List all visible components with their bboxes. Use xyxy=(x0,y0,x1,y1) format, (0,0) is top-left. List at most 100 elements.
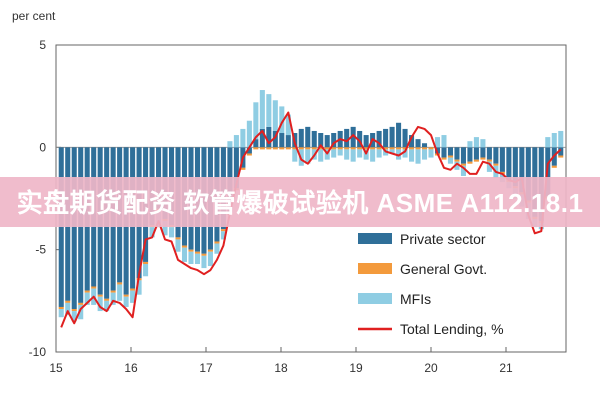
legend-swatch xyxy=(358,293,392,304)
bar-mfis xyxy=(71,311,77,322)
bar-private-sector xyxy=(506,147,512,181)
bar-general-govt xyxy=(246,153,252,156)
bar-general-govt xyxy=(279,147,285,150)
legend-label: MFIs xyxy=(400,291,431,307)
bar-private-sector xyxy=(272,130,278,148)
bar-general-govt xyxy=(421,147,428,150)
bar-private-sector xyxy=(350,126,356,148)
bar-general-govt xyxy=(350,147,356,150)
bar-private-sector xyxy=(298,128,304,148)
x-tick-label: 17 xyxy=(199,361,213,375)
bar-mfis xyxy=(473,137,479,148)
y-tick-label: 5 xyxy=(39,38,46,52)
bar-private-sector xyxy=(421,143,428,148)
bar-private-sector xyxy=(259,128,265,148)
bar-private-sector xyxy=(233,147,239,189)
bar-private-sector xyxy=(253,139,259,148)
bar-mfis xyxy=(130,290,136,303)
bar-private-sector xyxy=(324,135,330,148)
bar-general-govt xyxy=(441,157,447,160)
bar-private-sector xyxy=(279,133,285,148)
bar-mfis xyxy=(201,255,207,269)
bar-general-govt xyxy=(259,147,265,150)
bar-mfis xyxy=(143,263,149,277)
bar-general-govt xyxy=(493,163,499,166)
bar-general-govt xyxy=(409,147,415,150)
bar-private-sector xyxy=(305,126,311,148)
bar-mfis xyxy=(285,114,291,136)
bar-mfis xyxy=(117,284,123,301)
bar-mfis xyxy=(460,165,466,176)
bar-private-sector xyxy=(467,147,473,162)
bar-mfis xyxy=(272,100,278,131)
bar-mfis xyxy=(344,149,350,160)
bar-general-govt xyxy=(78,302,84,305)
bar-mfis xyxy=(168,227,175,238)
bar-private-sector xyxy=(383,128,389,148)
y-unit-label: per cent xyxy=(12,9,56,23)
legend-label: Total Lending, % xyxy=(400,321,504,337)
x-tick-label: 21 xyxy=(499,361,513,375)
bar-mfis xyxy=(78,304,84,320)
bar-private-sector xyxy=(396,122,402,148)
bar-mfis xyxy=(104,300,110,312)
bar-general-govt xyxy=(331,147,337,150)
bar-general-govt xyxy=(214,241,220,244)
bar-mfis xyxy=(486,161,492,172)
line-layer xyxy=(60,111,562,328)
bar-mfis xyxy=(65,302,71,316)
bar-general-govt xyxy=(181,245,188,248)
x-tick-label: 16 xyxy=(124,361,138,375)
banner-background xyxy=(0,177,600,227)
bar-mfis xyxy=(136,280,142,295)
bar-private-sector xyxy=(512,147,518,187)
bar-mfis xyxy=(181,247,188,262)
bar-mfis xyxy=(305,149,311,164)
bar-private-sector xyxy=(266,126,272,148)
bar-private-sector xyxy=(558,147,564,156)
bar-private-sector xyxy=(246,147,252,154)
bar-general-govt xyxy=(305,147,311,150)
bar-general-govt xyxy=(480,157,486,160)
bar-mfis xyxy=(558,130,564,148)
bar-general-govt xyxy=(454,159,460,162)
bar-private-sector xyxy=(473,147,479,160)
x-tick-label: 15 xyxy=(49,361,63,375)
bar-general-govt xyxy=(143,261,149,264)
bar-general-govt xyxy=(428,147,434,150)
bar-mfis xyxy=(123,296,129,307)
bar-general-govt xyxy=(357,147,363,150)
bar-general-govt xyxy=(65,300,71,303)
bar-general-govt xyxy=(272,147,278,150)
bar-mfis xyxy=(480,139,486,148)
bar-general-govt xyxy=(396,147,402,150)
bar-private-sector xyxy=(480,147,486,158)
bar-mfis xyxy=(207,251,213,267)
legend-label: Private sector xyxy=(400,231,486,247)
bar-general-govt xyxy=(363,147,369,150)
x-tick-label: 18 xyxy=(274,361,288,375)
bar-private-sector xyxy=(460,147,466,164)
bar-private-sector xyxy=(519,147,525,193)
bar-mfis xyxy=(421,149,428,160)
bar-private-sector xyxy=(376,130,382,148)
bar-general-govt xyxy=(285,147,291,150)
bar-private-sector xyxy=(441,147,447,158)
bar-mfis xyxy=(318,149,324,162)
line-total-lending xyxy=(60,111,562,328)
bar-mfis xyxy=(214,243,220,254)
bar-mfis xyxy=(376,149,382,158)
bar-mfis xyxy=(551,133,557,148)
bar-general-govt xyxy=(473,159,479,162)
bar-general-govt xyxy=(175,237,181,240)
bar-general-govt xyxy=(292,147,298,150)
bar-mfis xyxy=(370,149,376,162)
x-tick-label: 19 xyxy=(349,361,363,375)
bar-mfis xyxy=(409,149,415,162)
legend-swatch xyxy=(358,233,392,244)
bar-private-sector xyxy=(363,135,369,148)
bar-mfis xyxy=(97,296,103,312)
bar-private-sector xyxy=(389,126,395,148)
overlay-banner: 实盘期货配资 软管爆破试验机 ASME A112.18.1 xyxy=(0,177,600,227)
